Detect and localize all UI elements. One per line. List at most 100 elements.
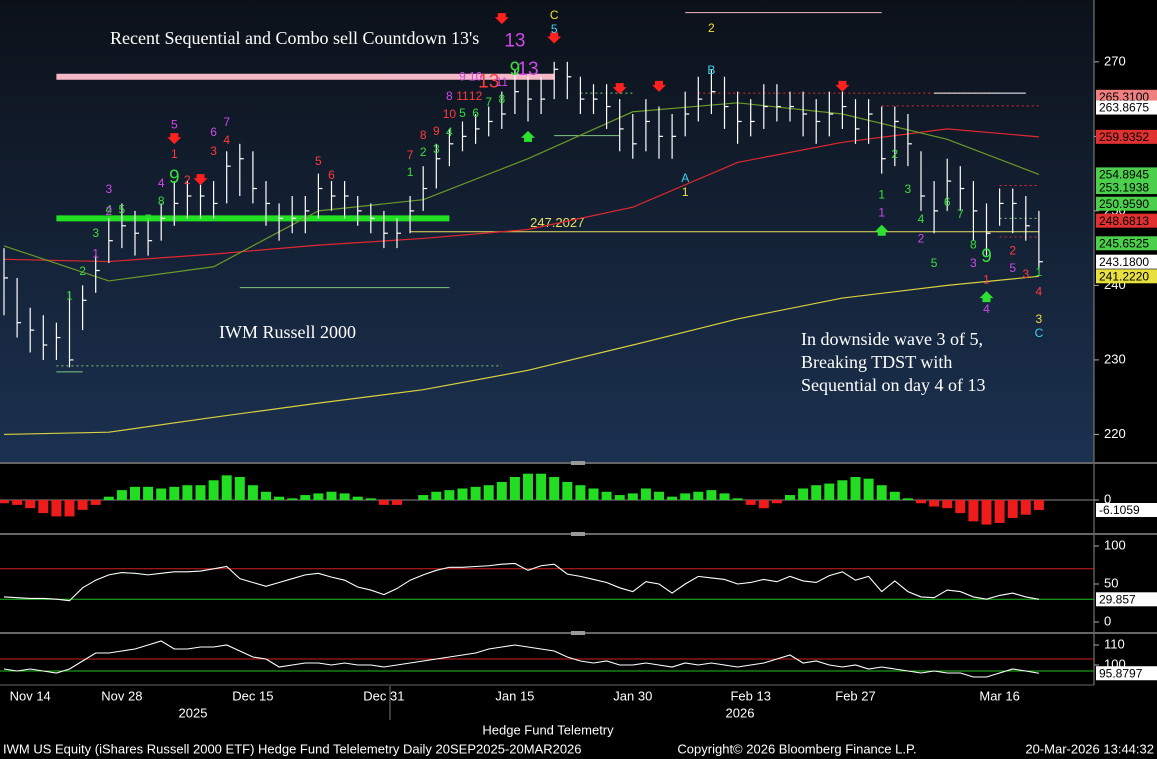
x-tick-label: Dec 31	[363, 688, 404, 703]
td-count: 8	[970, 237, 977, 251]
histogram-bar	[418, 495, 429, 500]
td-count: 5	[1009, 261, 1016, 275]
histogram-bar	[863, 478, 874, 500]
histogram-bar	[509, 476, 520, 500]
td-count: 1	[878, 205, 885, 219]
price-label-box	[1096, 196, 1157, 211]
price-label-box	[1096, 100, 1157, 115]
td-count: 2	[79, 264, 86, 278]
td-count: 11	[456, 89, 469, 103]
price-label: -6.1059	[1099, 503, 1140, 517]
y-tick-label: 0	[1104, 613, 1111, 628]
histogram-bar	[758, 499, 769, 509]
histogram-bar	[627, 493, 638, 500]
td-count: 2	[420, 145, 427, 159]
price-label-box	[1096, 180, 1157, 195]
price-label-box	[1096, 213, 1157, 228]
sell-arrow	[193, 174, 208, 186]
histogram-bar	[549, 476, 560, 500]
td-count: 9	[459, 70, 466, 84]
indicator-line	[3, 640, 1039, 678]
histogram-bar	[732, 498, 743, 500]
td-count: 4	[1036, 284, 1043, 298]
price-label-box	[1096, 89, 1157, 104]
histogram-bar	[392, 499, 402, 505]
y-tick-label: 270	[1104, 53, 1126, 68]
histogram-bar	[994, 499, 1005, 523]
price-label: 248.6813	[1099, 214, 1149, 228]
price-label: 254.8945	[1099, 168, 1149, 182]
td-count: 2	[918, 231, 925, 245]
price-label: 241.2220	[1099, 269, 1149, 283]
td-count: C	[1035, 326, 1044, 340]
td-count: 7	[145, 212, 152, 226]
annotation: Sequential on day 4 of 13	[801, 375, 985, 395]
td-count: 5	[171, 117, 178, 131]
histogram-bar	[247, 485, 258, 500]
buy-arrow	[874, 224, 889, 236]
histogram-bar	[719, 493, 730, 500]
histogram-bar	[771, 499, 782, 504]
td-count: 13	[504, 31, 525, 52]
x-tick-label: Nov 14	[10, 688, 51, 703]
td-count: 7	[485, 95, 492, 109]
sell-arrow	[612, 83, 627, 95]
histogram-bar	[588, 488, 599, 500]
td-count: 1	[1036, 265, 1043, 279]
moving-average	[3, 275, 1039, 436]
price-label-box	[1096, 666, 1157, 681]
td-count: 2	[105, 204, 112, 218]
buy-arrow	[521, 130, 535, 142]
panel-grip[interactable]	[571, 532, 585, 536]
y-tick-label: 220	[1104, 426, 1126, 441]
price-label: 250.9590	[1099, 197, 1149, 211]
td-count: 4	[983, 302, 990, 316]
td-count: 6	[210, 125, 217, 139]
td-count: 8	[158, 194, 165, 208]
td-count: 9	[433, 124, 440, 138]
td-count: 13	[517, 59, 538, 80]
histogram-bar	[1020, 499, 1031, 515]
histogram-bar	[745, 499, 756, 505]
histogram-bar	[51, 499, 62, 517]
footer-left: IWM US Equity (iShares Russell 2000 ETF)…	[3, 741, 582, 756]
indicator-background	[0, 465, 1094, 685]
td-count: 4	[223, 133, 230, 147]
histogram-bar	[837, 480, 848, 500]
x-tick-label: Feb 27	[835, 688, 875, 703]
histogram-bar	[523, 473, 533, 500]
histogram-bar	[916, 499, 926, 504]
histogram-bar	[38, 499, 49, 514]
histogram-bar	[261, 491, 271, 500]
td-count: 4	[105, 202, 112, 216]
td-count: 3	[970, 256, 977, 270]
td-count: 2	[708, 21, 715, 35]
td-count: 5	[315, 154, 322, 168]
histogram-bar	[496, 481, 507, 500]
panel-grip[interactable]	[571, 631, 585, 635]
td-count: 5	[459, 106, 466, 120]
histogram-bar	[706, 490, 717, 500]
histogram-bar	[300, 495, 311, 500]
panel-grip[interactable]	[571, 461, 585, 465]
histogram-bar	[785, 495, 795, 500]
histogram-bar	[693, 491, 704, 500]
sell-arrow	[835, 80, 850, 92]
histogram-bar	[339, 493, 350, 500]
td-count: 4	[158, 176, 165, 190]
x-tick-label: Dec 15	[232, 688, 273, 703]
td-count: 3	[433, 142, 440, 156]
histogram-bar	[182, 485, 193, 500]
buy-arrow	[979, 291, 994, 303]
td-count: 9	[981, 246, 992, 267]
histogram-bar	[457, 488, 468, 500]
histogram-bar	[942, 499, 953, 509]
histogram-bar	[968, 499, 979, 522]
footer-center: Copyright© 2026 Bloomberg Finance L.P.	[677, 741, 916, 756]
td-count: A	[681, 171, 689, 185]
x-tick-label: Jan 30	[613, 688, 652, 703]
histogram-bar	[0, 499, 9, 504]
histogram-bar	[575, 485, 586, 500]
histogram-bar	[431, 491, 442, 500]
